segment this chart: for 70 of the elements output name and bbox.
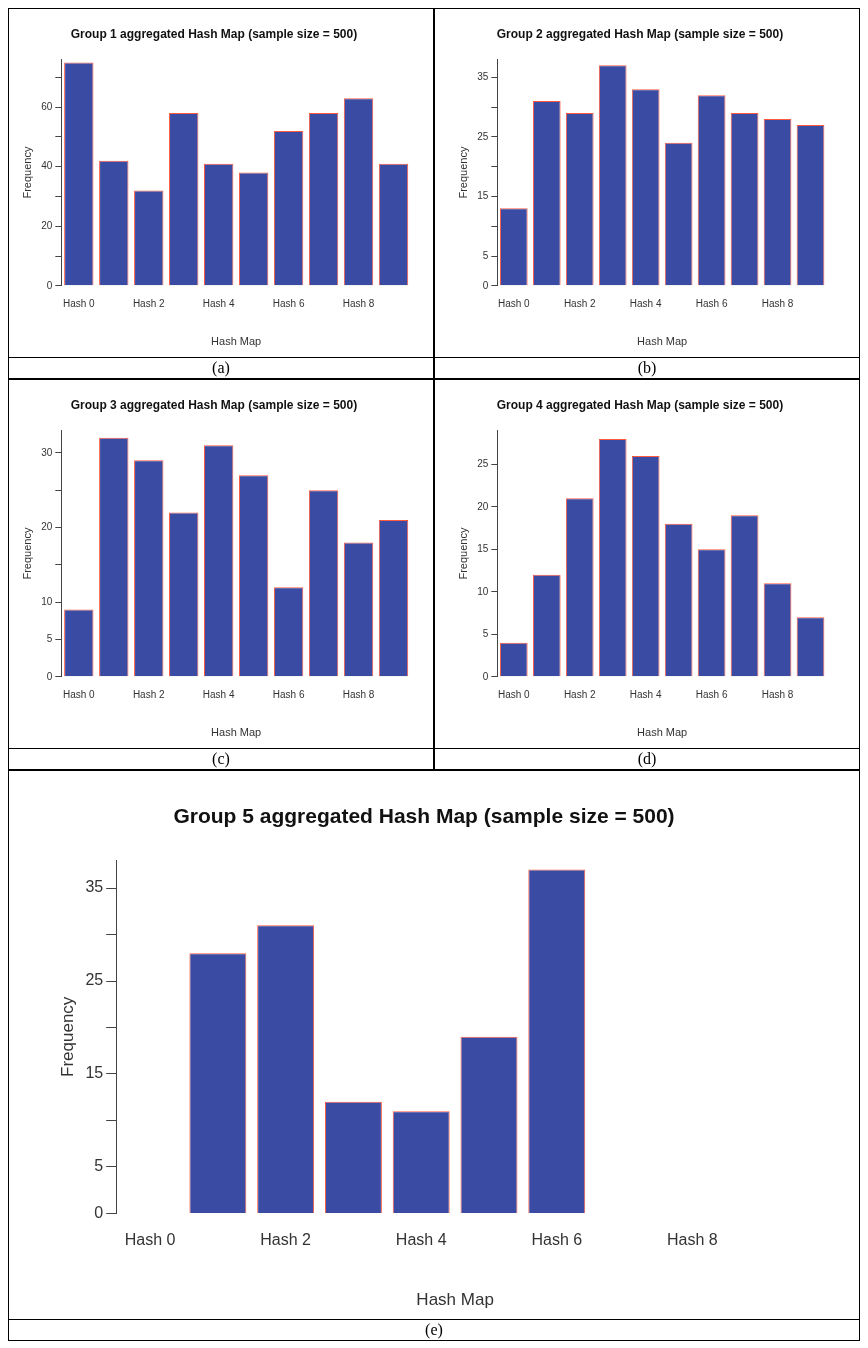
x-tick-label: Hash 6 xyxy=(272,297,305,309)
chart-title: Group 1 aggregated Hash Map (sample size = 500) xyxy=(70,26,358,41)
text: (b) xyxy=(435,357,859,378)
x-tick-label: Hash 6 xyxy=(531,1231,583,1249)
y-tick-label: 20 xyxy=(41,521,53,533)
y-tick-label: 5 xyxy=(46,633,53,645)
y-tick-label: 60 xyxy=(41,100,53,112)
y-tick-label: 25 xyxy=(477,130,489,142)
x-tick-label: Hash 8 xyxy=(761,297,794,309)
x-tick-label: Hash 8 xyxy=(342,688,375,700)
y-tick-label: 35 xyxy=(477,71,489,83)
y-tick-label: 25 xyxy=(477,458,489,470)
x-axis-title: Hash Map xyxy=(637,335,688,348)
x-tick-label: Hash 0 xyxy=(124,1231,176,1249)
x-tick-label: Hash 8 xyxy=(761,688,794,700)
y-tick-label: 0 xyxy=(482,279,489,291)
y-tick-label: 0 xyxy=(94,1203,104,1221)
y-tick-label: 35 xyxy=(85,878,104,896)
x-tick-label: Hash 2 xyxy=(132,297,166,309)
x-tick-label: Hash 8 xyxy=(342,297,375,309)
chart-title: Group 2 aggregated Hash Map (sample size = 500) xyxy=(496,26,784,41)
y-tick-label: 10 xyxy=(477,585,489,597)
text: (a) xyxy=(9,357,433,378)
x-tick-label: Hash 6 xyxy=(695,297,728,309)
x-tick-label: Hash 4 xyxy=(629,688,662,700)
y-tick-label: 20 xyxy=(477,500,489,512)
y-tick-label: 0 xyxy=(46,279,53,291)
y-tick-label: 15 xyxy=(477,190,489,202)
y-axis-title: Frequency xyxy=(20,146,33,199)
y-tick-label: 0 xyxy=(46,670,53,682)
x-tick-label: Hash 2 xyxy=(563,688,597,700)
x-tick-label: Hash 0 xyxy=(62,688,96,700)
x-tick-label: Hash 2 xyxy=(132,688,166,700)
x-tick-label: Hash 0 xyxy=(497,297,531,309)
x-tick-label: Hash 6 xyxy=(272,688,305,700)
x-axis-title: Hash Map xyxy=(637,726,688,739)
x-tick-label: Hash 8 xyxy=(666,1231,718,1249)
x-tick-label: Hash 6 xyxy=(695,688,728,700)
y-tick-label: 5 xyxy=(94,1157,104,1175)
x-axis-title: Hash Map xyxy=(416,1290,494,1310)
x-tick-label: Hash 4 xyxy=(395,1231,447,1249)
y-axis-title: Frequency xyxy=(456,146,469,199)
text: (e) xyxy=(9,1319,859,1340)
y-tick-label: 30 xyxy=(41,446,53,458)
y-tick-label: 0 xyxy=(482,670,489,682)
x-tick-label: Hash 0 xyxy=(497,688,531,700)
y-tick-label: 25 xyxy=(85,971,104,989)
x-tick-label: Hash 4 xyxy=(202,297,235,309)
chart-title: Group 3 aggregated Hash Map (sample size = 500) xyxy=(70,397,358,412)
x-tick-label: Hash 0 xyxy=(62,297,96,309)
text: (c) xyxy=(9,748,433,769)
y-tick-label: 10 xyxy=(41,595,53,607)
chart-title: Group 4 aggregated Hash Map (sample size = 500) xyxy=(496,397,784,412)
x-tick-label: Hash 4 xyxy=(629,297,662,309)
x-tick-label: Hash 4 xyxy=(202,688,235,700)
y-tick-label: 5 xyxy=(482,628,489,640)
x-tick-label: Hash 2 xyxy=(563,297,597,309)
text: (d) xyxy=(435,748,859,769)
y-tick-label: 20 xyxy=(41,219,53,231)
x-axis-title: Hash Map xyxy=(211,726,262,739)
chart-title: Group 5 aggregated Hash Map (sample size = 500) xyxy=(173,804,675,828)
y-tick-label: 15 xyxy=(85,1064,104,1082)
y-tick-label: 40 xyxy=(41,160,53,172)
y-axis-title: Frequency xyxy=(57,996,77,1077)
x-tick-label: Hash 2 xyxy=(260,1231,312,1249)
y-axis-title: Frequency xyxy=(456,527,469,580)
y-axis-title: Frequency xyxy=(20,527,33,580)
y-tick-label: 15 xyxy=(477,543,489,555)
y-tick-label: 5 xyxy=(482,249,489,261)
x-axis-title: Hash Map xyxy=(211,335,262,348)
